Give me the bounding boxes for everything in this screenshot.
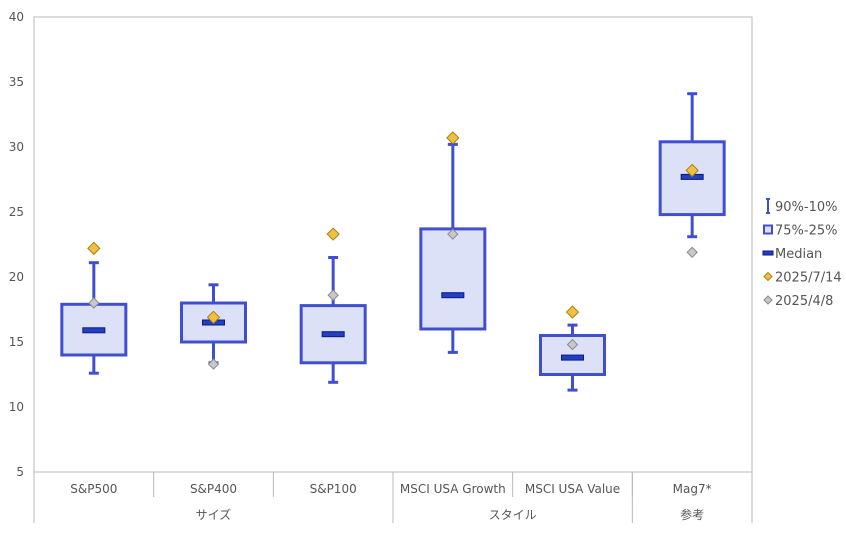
y-tick-label: 15: [9, 335, 24, 349]
box-item: [299, 227, 367, 384]
y-tick-label: 30: [9, 140, 24, 154]
y-tick-label: 35: [9, 75, 24, 89]
marker-2025-4-8: [207, 358, 220, 370]
legend-diamond-recent-icon: [763, 271, 773, 282]
marker-2025-4-8: [447, 228, 459, 240]
marker-2025-7-14: [565, 305, 580, 319]
box-item: [180, 283, 247, 370]
legend-box-icon: [763, 224, 773, 235]
marker-2025-7-14: [685, 163, 699, 178]
marker-2025-7-14: [87, 241, 101, 256]
legend-item: 2025/7/14: [763, 271, 842, 286]
group-label: スタイル: [489, 508, 537, 522]
legend-item: 90%-10%: [766, 198, 837, 215]
category-label: S&P100: [310, 482, 357, 496]
category-label: Mag7*: [673, 482, 712, 496]
category-label: MSCI USA Growth: [400, 482, 506, 496]
category-label: S&P500: [70, 482, 117, 496]
y-tick-label: 40: [9, 10, 24, 24]
group-label: 参考: [680, 507, 704, 522]
marker-2025-7-14: [446, 131, 460, 145]
marker-2025-7-14: [206, 310, 221, 325]
marker-2025-4-8: [88, 297, 100, 309]
legend: 90%-10% 75%-25% Median 2025/7/14 2025/4/8: [762, 198, 842, 309]
marker-2025-4-8: [327, 289, 339, 301]
legend-diamond-old-icon: [763, 295, 773, 305]
y-tick-label: 5: [16, 465, 24, 479]
median-marker: [321, 331, 345, 338]
legend-label: 2025/4/8: [775, 294, 833, 309]
legend-label: 75%-25%: [775, 224, 837, 239]
iqr-box: [658, 140, 726, 217]
category-label: MSCI USA Value: [525, 482, 620, 496]
legend-label: 2025/7/14: [775, 271, 842, 286]
box-item: [658, 92, 726, 259]
legend-item: Median: [762, 247, 822, 262]
y-tick-label: 10: [9, 400, 24, 414]
median-marker: [441, 292, 465, 299]
marker-2025-7-14: [326, 227, 340, 241]
legend-item: 2025/4/8: [763, 294, 833, 309]
y-axis: 5 10 15 20 25 30 35 40: [9, 10, 24, 479]
legend-label: Median: [775, 247, 822, 262]
median-marker: [82, 327, 106, 334]
group-label: サイズ: [196, 507, 232, 522]
iqr-box: [419, 227, 487, 331]
y-tick-label: 25: [9, 205, 24, 219]
marker-2025-4-8: [566, 338, 579, 351]
box-item: [60, 241, 128, 375]
box-series: [60, 92, 726, 392]
box-item: [539, 305, 606, 392]
legend-item: 75%-25%: [763, 224, 837, 239]
marker-2025-4-8: [686, 246, 698, 259]
plot-area: [33, 16, 753, 473]
legend-label: 90%-10%: [775, 200, 837, 215]
box-item: [419, 131, 487, 354]
category-label: S&P400: [190, 482, 237, 496]
legend-median-icon: [762, 250, 774, 256]
plot-frame: [33, 16, 753, 473]
y-tick-label: 20: [9, 270, 24, 284]
x-axis: S&P500 S&P400 S&P100 MSCI USA Growth MSCI US…: [33, 472, 753, 523]
median-marker: [561, 354, 584, 361]
